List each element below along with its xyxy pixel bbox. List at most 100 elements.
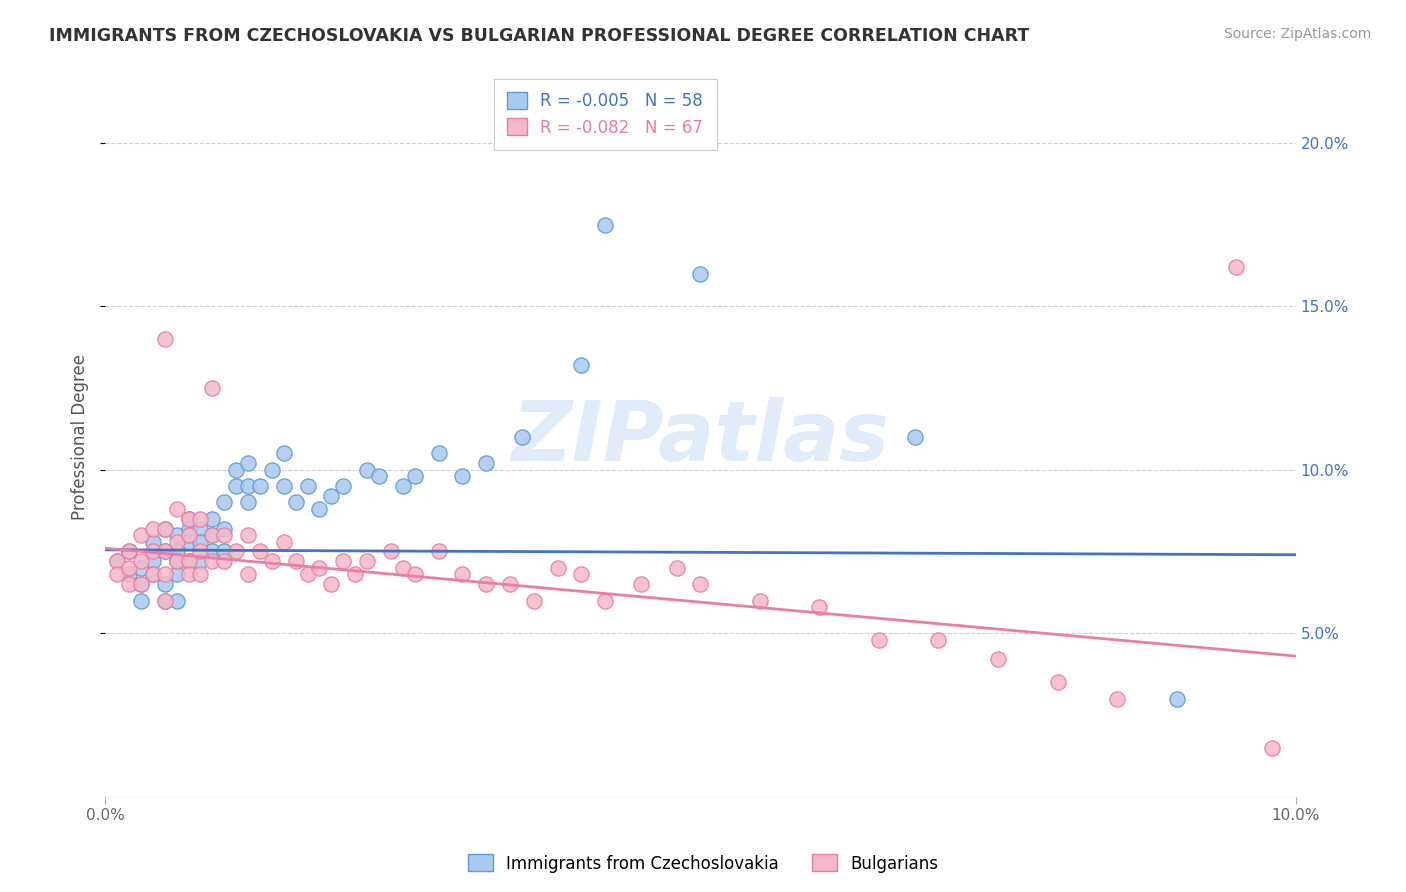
Point <box>190 512 212 526</box>
Point <box>190 554 212 568</box>
Point <box>569 567 592 582</box>
Point <box>201 528 224 542</box>
Text: ZIPatlas: ZIPatlas <box>512 397 890 477</box>
Point <box>451 469 474 483</box>
Point <box>391 561 413 575</box>
Point <box>142 554 165 568</box>
Point <box>236 528 259 542</box>
Point <box>190 544 212 558</box>
Legend: R = -0.005   N = 58, R = -0.082   N = 67: R = -0.005 N = 58, R = -0.082 N = 67 <box>494 78 717 150</box>
Point <box>190 534 212 549</box>
Point <box>273 446 295 460</box>
Point <box>153 593 176 607</box>
Point <box>118 544 141 558</box>
Point <box>1105 691 1128 706</box>
Point <box>166 554 188 568</box>
Point <box>927 632 949 647</box>
Point <box>475 456 498 470</box>
Point <box>212 554 235 568</box>
Point <box>201 528 224 542</box>
Point <box>153 577 176 591</box>
Point <box>1046 675 1069 690</box>
Point <box>356 463 378 477</box>
Point <box>308 561 330 575</box>
Point <box>260 554 283 568</box>
Point <box>236 479 259 493</box>
Point <box>236 456 259 470</box>
Point <box>166 567 188 582</box>
Point <box>118 544 141 558</box>
Legend: Immigrants from Czechoslovakia, Bulgarians: Immigrants from Czechoslovakia, Bulgaria… <box>461 847 945 880</box>
Point <box>1225 260 1247 274</box>
Point <box>297 567 319 582</box>
Point <box>344 567 367 582</box>
Point <box>142 567 165 582</box>
Point <box>212 528 235 542</box>
Point <box>212 495 235 509</box>
Point <box>166 593 188 607</box>
Point <box>105 554 128 568</box>
Point <box>177 522 200 536</box>
Point <box>630 577 652 591</box>
Point <box>129 577 152 591</box>
Y-axis label: Professional Degree: Professional Degree <box>72 354 89 520</box>
Point <box>451 567 474 582</box>
Point <box>332 554 354 568</box>
Text: IMMIGRANTS FROM CZECHOSLOVAKIA VS BULGARIAN PROFESSIONAL DEGREE CORRELATION CHAR: IMMIGRANTS FROM CZECHOSLOVAKIA VS BULGAR… <box>49 27 1029 45</box>
Point <box>297 479 319 493</box>
Point <box>225 544 247 558</box>
Point <box>321 577 343 591</box>
Point <box>427 544 450 558</box>
Point <box>142 522 165 536</box>
Point <box>105 567 128 582</box>
Point <box>166 554 188 568</box>
Point <box>190 522 212 536</box>
Point <box>249 544 271 558</box>
Point <box>212 522 235 536</box>
Point <box>129 561 152 575</box>
Point <box>1261 740 1284 755</box>
Point <box>273 534 295 549</box>
Point <box>284 495 307 509</box>
Point <box>201 512 224 526</box>
Point <box>1166 691 1188 706</box>
Point <box>689 577 711 591</box>
Point <box>201 544 224 558</box>
Point <box>142 567 165 582</box>
Point <box>593 593 616 607</box>
Text: Source: ZipAtlas.com: Source: ZipAtlas.com <box>1223 27 1371 41</box>
Point <box>547 561 569 575</box>
Point <box>236 495 259 509</box>
Point <box>177 554 200 568</box>
Point <box>153 332 176 346</box>
Point <box>105 554 128 568</box>
Point <box>201 381 224 395</box>
Point <box>321 489 343 503</box>
Point <box>249 479 271 493</box>
Point <box>142 534 165 549</box>
Point <box>593 218 616 232</box>
Point <box>177 528 200 542</box>
Point <box>129 577 152 591</box>
Point <box>332 479 354 493</box>
Point <box>129 528 152 542</box>
Point <box>987 652 1010 666</box>
Point <box>153 522 176 536</box>
Point <box>177 512 200 526</box>
Point <box>368 469 391 483</box>
Point <box>404 567 426 582</box>
Point <box>177 512 200 526</box>
Point <box>190 567 212 582</box>
Point <box>868 632 890 647</box>
Point <box>153 567 176 582</box>
Point <box>166 502 188 516</box>
Point <box>356 554 378 568</box>
Point <box>201 554 224 568</box>
Point <box>153 544 176 558</box>
Point <box>284 554 307 568</box>
Point <box>475 577 498 591</box>
Point <box>153 544 176 558</box>
Point <box>499 577 522 591</box>
Point <box>166 534 188 549</box>
Point <box>510 430 533 444</box>
